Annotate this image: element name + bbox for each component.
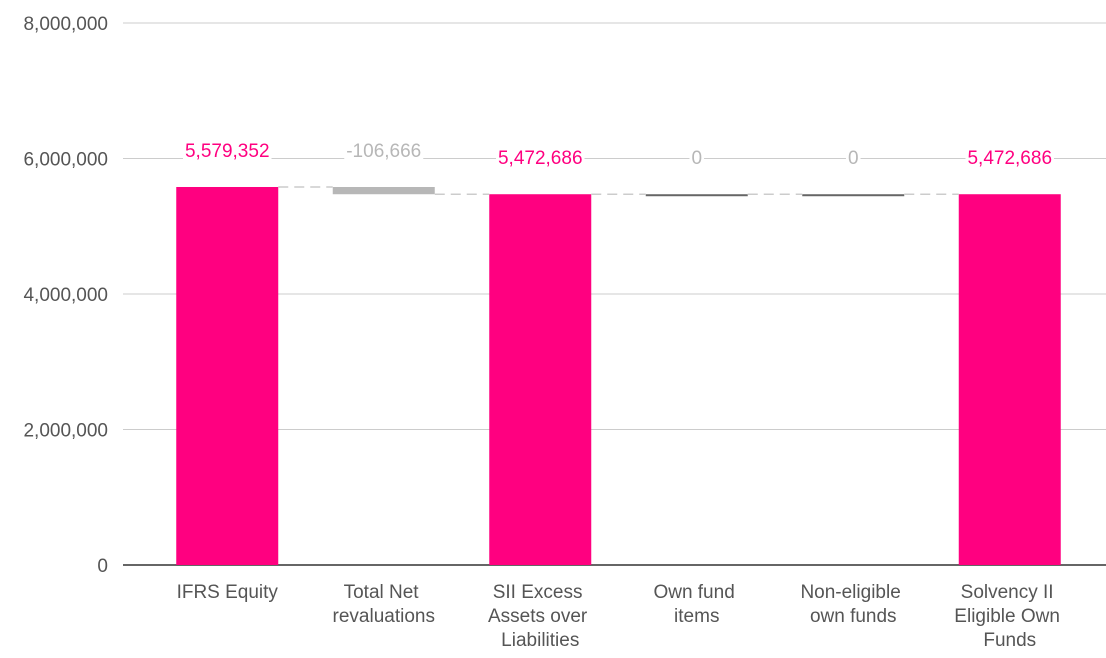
x-tick-label-line: Total Net: [344, 582, 424, 603]
y-tick-label: 0: [97, 556, 108, 577]
x-tick-label-line: Funds: [983, 630, 1036, 651]
bar: [802, 194, 905, 197]
label-background: [344, 140, 424, 162]
label-background: [689, 148, 705, 170]
label-background: [182, 140, 272, 162]
x-tick-label: IFRS Equity: [177, 582, 279, 603]
data-label: 5,472,686: [498, 148, 583, 169]
bar: [489, 194, 592, 565]
x-tick-label-line: SII Excess: [493, 582, 588, 603]
x-tick-label-line: Liabilities: [501, 630, 579, 651]
bar: [332, 186, 435, 195]
data-label: 5,472,686: [967, 148, 1052, 169]
y-tick-label: 8,000,000: [23, 14, 108, 35]
bar: [645, 194, 748, 197]
x-tick-label-line: Assets over: [488, 606, 593, 627]
label-background: [965, 148, 1055, 170]
label-background: [845, 148, 861, 170]
y-tick-label: 2,000,000: [23, 421, 108, 442]
x-tick-label-line: items: [674, 606, 719, 627]
data-label: -106,666: [346, 141, 421, 162]
x-tick-label-line: revaluations: [333, 606, 435, 627]
x-tick-label: Total Net revaluations: [333, 582, 435, 627]
data-label: 0: [691, 148, 702, 169]
x-tick-label-line: IFRS Equity: [177, 582, 279, 603]
y-tick-label: 4,000,000: [23, 285, 108, 306]
x-tick-label: SII Excess Assets over Liabilities: [488, 582, 593, 651]
label-background: [495, 148, 585, 170]
bar: [176, 186, 279, 565]
x-tick-label-line: Own fund: [653, 582, 740, 603]
data-label: 5,579,352: [185, 141, 270, 162]
x-tick-label: Non-eligible own funds: [800, 582, 906, 627]
x-tick-label: Own fund items: [653, 582, 740, 627]
x-tick-label-line: Solvency II: [961, 582, 1059, 603]
grid: [123, 22, 1106, 566]
x-tick-label-line: own funds: [810, 606, 897, 627]
y-tick-label: 6,000,000: [23, 150, 108, 171]
data-label: 0: [848, 148, 859, 169]
x-tick-label: Solvency II Eligible Own Funds: [954, 582, 1065, 651]
x-tick-label-line: Non-eligible: [800, 582, 906, 603]
bar: [958, 194, 1061, 565]
x-tick-label-line: Eligible Own: [954, 606, 1065, 627]
